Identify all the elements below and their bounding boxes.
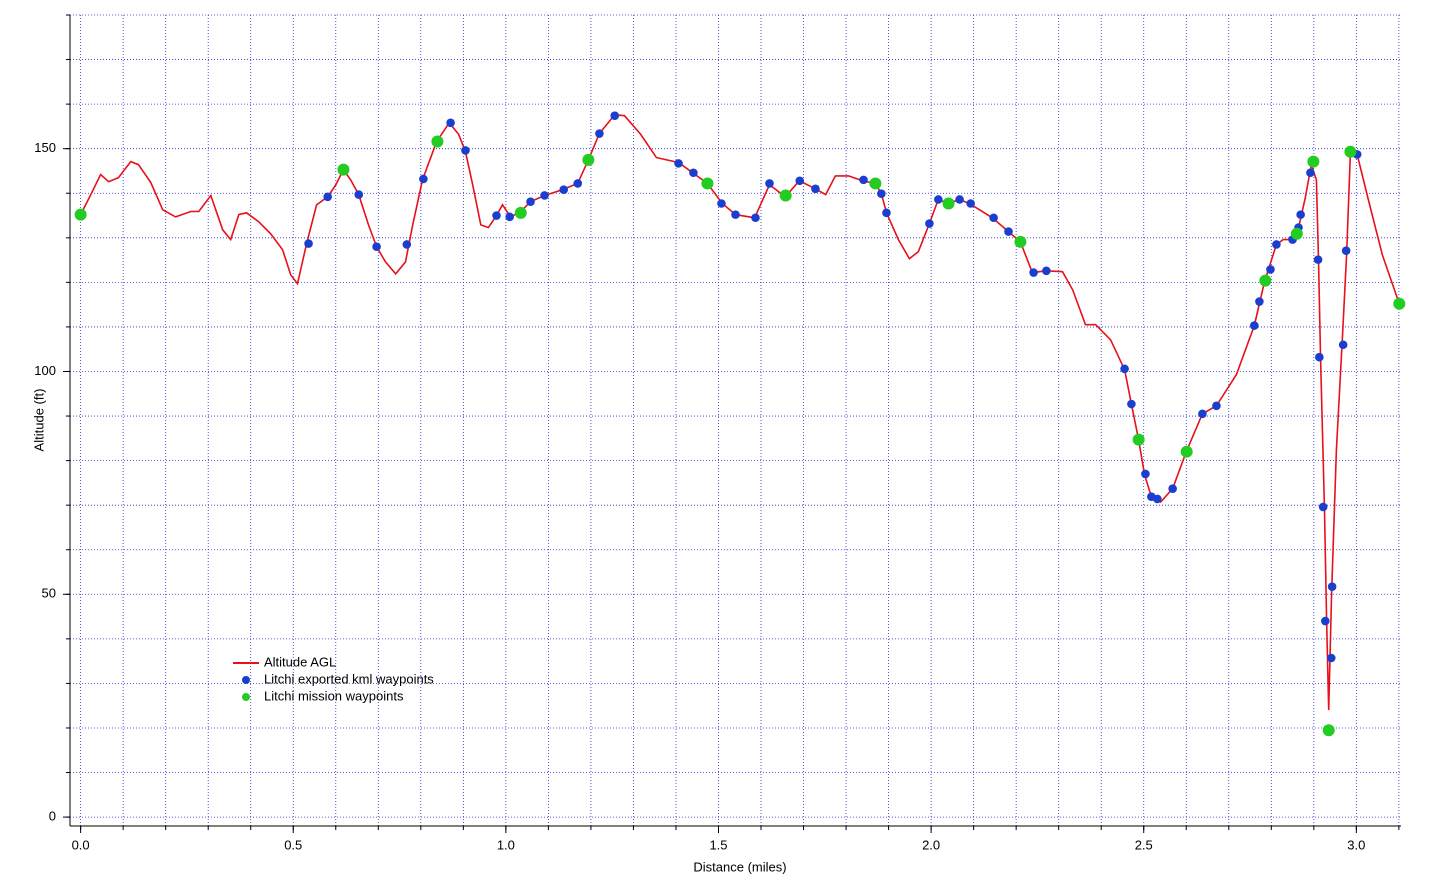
waypoint <box>1306 168 1315 178</box>
waypoint <box>492 211 501 220</box>
waypoint <box>795 176 805 186</box>
x-tick-label: 2.5 <box>1135 837 1153 852</box>
waypoint <box>514 206 527 219</box>
waypoint <box>372 242 381 252</box>
legend-swatch <box>242 693 250 701</box>
waypoint <box>1272 240 1281 249</box>
waypoint <box>1249 321 1259 330</box>
waypoint <box>337 163 350 176</box>
legend-label: Litchi exported kml waypoints <box>264 671 434 686</box>
waypoint <box>1029 268 1038 277</box>
y-axis-label: Altitude (ft) <box>31 389 46 452</box>
waypoint <box>559 185 569 194</box>
waypoint <box>582 153 595 166</box>
waypoint <box>431 135 444 148</box>
waypoint <box>869 177 882 190</box>
waypoint <box>1393 297 1406 310</box>
waypoint <box>1004 227 1013 236</box>
waypoint <box>402 240 412 249</box>
waypoint <box>1327 582 1337 592</box>
waypoint <box>1259 274 1272 287</box>
waypoint <box>942 197 955 210</box>
waypoint <box>731 210 740 219</box>
waypoint <box>765 179 774 188</box>
waypoint <box>1198 409 1207 419</box>
waypoint <box>1290 227 1303 240</box>
waypoint <box>966 199 975 208</box>
x-tick-label: 1.0 <box>497 837 515 852</box>
waypoint <box>1326 653 1336 663</box>
waypoint <box>595 129 604 138</box>
waypoint <box>882 208 891 218</box>
waypoint <box>751 213 760 223</box>
waypoint <box>1127 399 1136 409</box>
waypoint <box>859 175 868 185</box>
waypoint <box>1313 255 1323 264</box>
waypoint <box>1315 352 1324 362</box>
waypoint <box>925 219 934 228</box>
waypoint <box>1120 364 1129 374</box>
waypoint <box>701 177 714 190</box>
waypoint <box>1338 340 1348 350</box>
legend-label: Altitude AGL <box>264 654 336 669</box>
waypoint <box>505 212 514 222</box>
waypoint <box>674 159 683 168</box>
waypoint <box>1266 265 1275 274</box>
waypoint <box>526 197 535 207</box>
waypoint <box>1321 616 1330 626</box>
waypoint <box>689 168 698 178</box>
waypoint <box>1132 433 1145 446</box>
waypoint <box>610 111 620 121</box>
waypoint <box>1296 210 1305 219</box>
waypoint <box>1307 155 1320 168</box>
waypoint <box>1255 297 1264 306</box>
y-tick-label: 0 <box>49 809 56 824</box>
waypoint <box>1042 266 1051 276</box>
waypoint <box>1153 494 1162 504</box>
x-tick-label: 3.0 <box>1347 837 1365 852</box>
waypoint <box>419 174 428 184</box>
waypoint <box>74 208 87 221</box>
waypoint <box>1344 145 1357 158</box>
y-tick-label: 100 <box>34 363 56 378</box>
waypoint <box>1168 484 1177 493</box>
waypoint <box>1322 724 1335 737</box>
waypoint <box>877 189 886 198</box>
grid <box>70 14 1401 826</box>
waypoint <box>717 199 726 208</box>
x-axis-label: Distance (miles) <box>693 859 786 874</box>
y-tick-label: 50 <box>42 586 56 601</box>
legend-label: Litchi mission waypoints <box>264 688 404 703</box>
y-tick-label: 150 <box>34 140 56 155</box>
waypoint <box>1141 469 1150 479</box>
waypoint <box>955 195 964 204</box>
waypoint <box>811 184 820 194</box>
waypoint <box>1014 235 1027 248</box>
waypoint <box>1318 502 1328 512</box>
waypoint <box>573 179 583 188</box>
waypoint <box>779 189 792 202</box>
waypoint <box>446 118 455 128</box>
x-tick-label: 2.0 <box>922 837 940 852</box>
waypoint <box>1341 246 1351 256</box>
waypoint <box>1212 401 1221 411</box>
x-tick-label: 1.5 <box>709 837 727 852</box>
waypoint <box>934 195 943 204</box>
waypoint <box>323 192 332 202</box>
waypoint <box>540 191 549 200</box>
waypoint <box>354 190 364 199</box>
x-tick-label: 0.0 <box>72 837 90 852</box>
legend-swatch <box>242 676 250 684</box>
waypoint <box>989 213 998 223</box>
waypoint <box>1180 445 1193 458</box>
waypoint <box>461 146 470 155</box>
x-tick-label: 0.5 <box>284 837 302 852</box>
waypoint <box>304 239 313 248</box>
